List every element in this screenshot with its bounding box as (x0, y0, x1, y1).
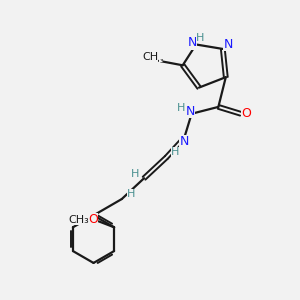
Text: N: N (185, 105, 195, 118)
Text: H: H (171, 147, 179, 157)
Text: O: O (241, 106, 251, 120)
Text: ₃: ₃ (160, 56, 163, 65)
Text: CH₃: CH₃ (68, 215, 89, 225)
Text: H: H (196, 33, 204, 43)
Text: N: N (224, 38, 233, 51)
Text: O: O (88, 213, 98, 226)
Text: H: H (131, 169, 139, 179)
Text: H: H (127, 189, 136, 199)
Text: N: N (179, 135, 189, 148)
Text: N: N (188, 37, 197, 50)
Text: CH: CH (142, 52, 158, 62)
Text: H: H (177, 103, 185, 113)
